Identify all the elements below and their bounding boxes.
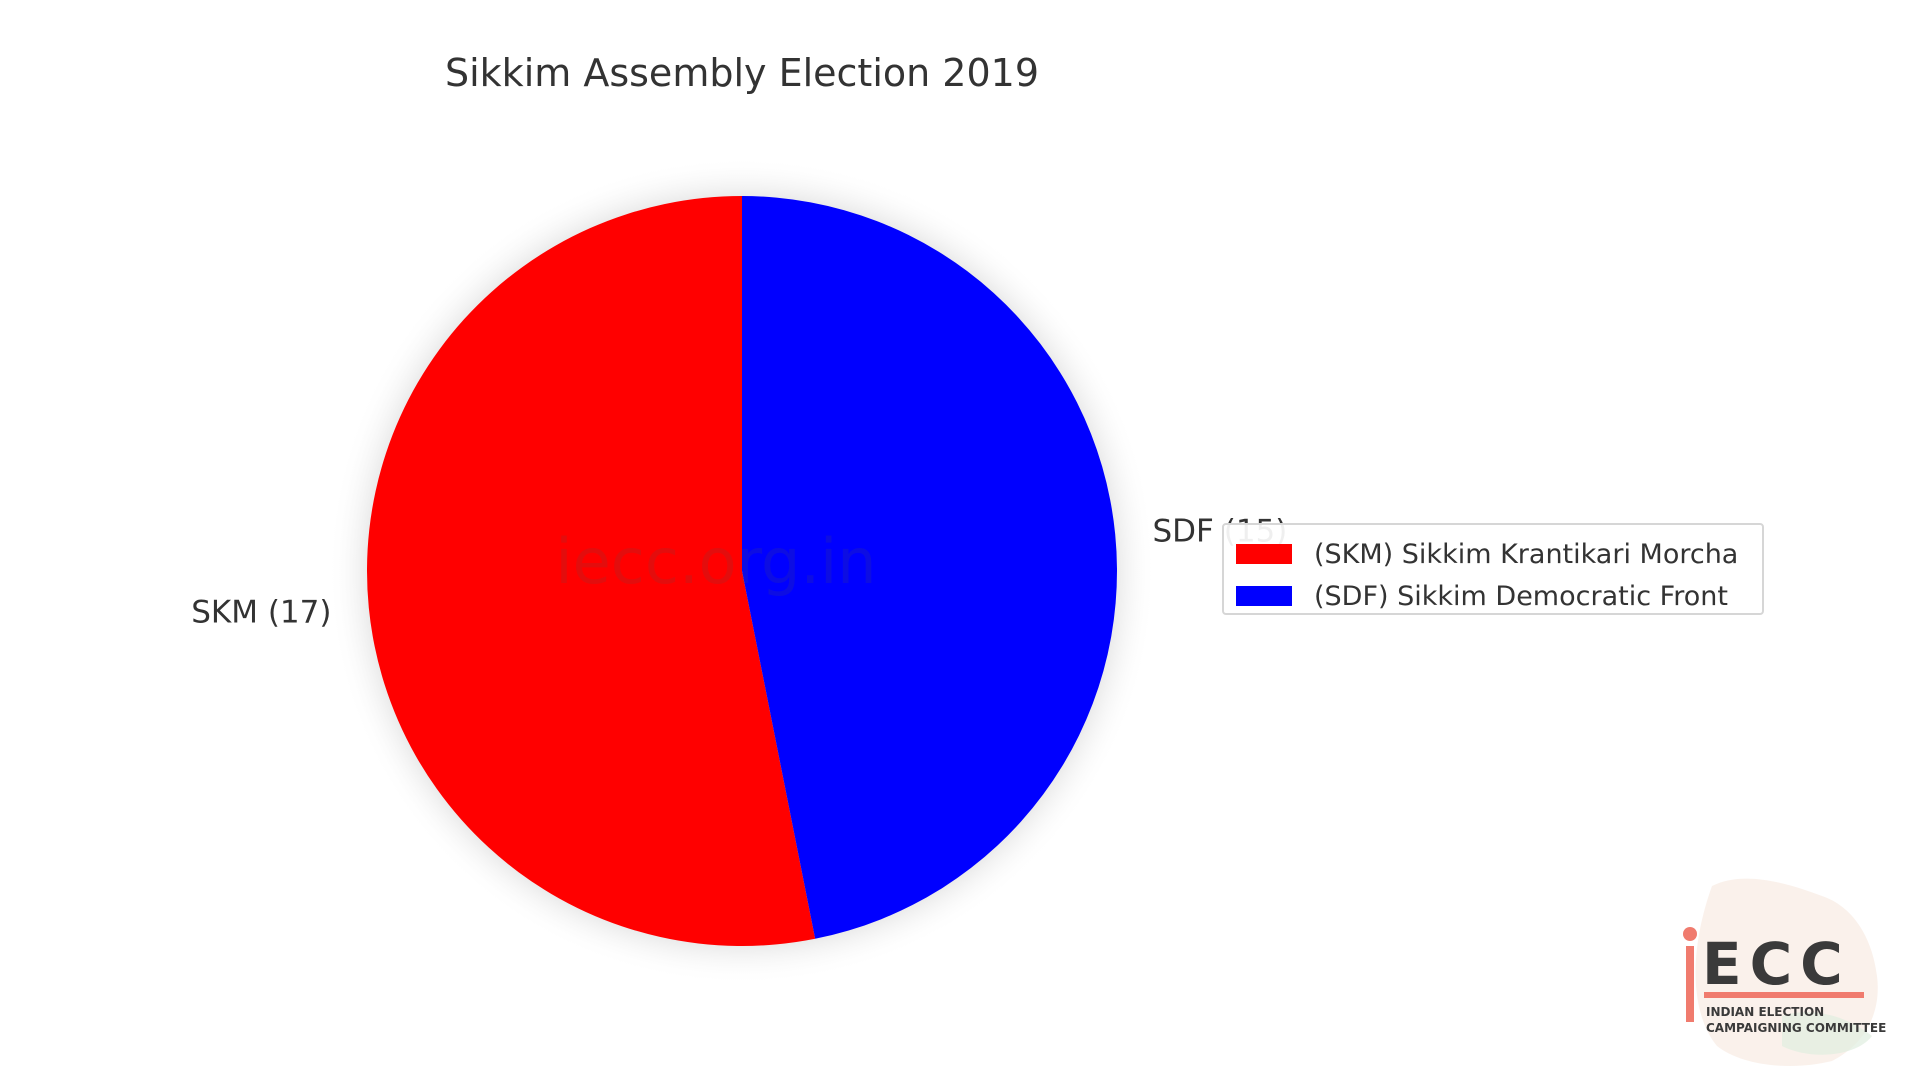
legend-swatch-sdf: [1236, 586, 1292, 606]
legend: (SKM) Sikkim Krantikari Morcha (SDF) Sik…: [1222, 523, 1764, 615]
legend-entry-skm: (SKM) Sikkim Krantikari Morcha: [1236, 533, 1750, 575]
logo-i-dot: [1683, 927, 1697, 941]
logo-wordmark: ECC: [1702, 930, 1851, 998]
logo-underline: [1704, 992, 1864, 998]
legend-label-skm: (SKM) Sikkim Krantikari Morcha: [1314, 538, 1739, 570]
iecc-logo: ECC INDIAN ELECTION CAMPAIGNING COMMITTE…: [1683, 878, 1886, 1066]
pie-slice-2: [742, 196, 1118, 939]
watermark: iecc.org.in: [555, 525, 876, 598]
legend-label-sdf: (SDF) Sikkim Democratic Front: [1314, 580, 1728, 612]
legend-swatch-skm: [1236, 544, 1292, 564]
chart-title: Sikkim Assembly Election 2019: [445, 51, 1039, 95]
legend-entry-sdf: (SDF) Sikkim Democratic Front: [1236, 575, 1750, 617]
pie-slice-label-1: SKM (17): [191, 594, 331, 630]
logo-i-stem: [1686, 946, 1694, 1022]
pie-slices: [367, 196, 1118, 946]
logo-line-1: INDIAN ELECTION: [1706, 1005, 1824, 1019]
logo-line-2: CAMPAIGNING COMMITTEE: [1706, 1021, 1886, 1035]
map-accent-icon: [1782, 1012, 1872, 1055]
pie-slice-1: [367, 196, 816, 946]
